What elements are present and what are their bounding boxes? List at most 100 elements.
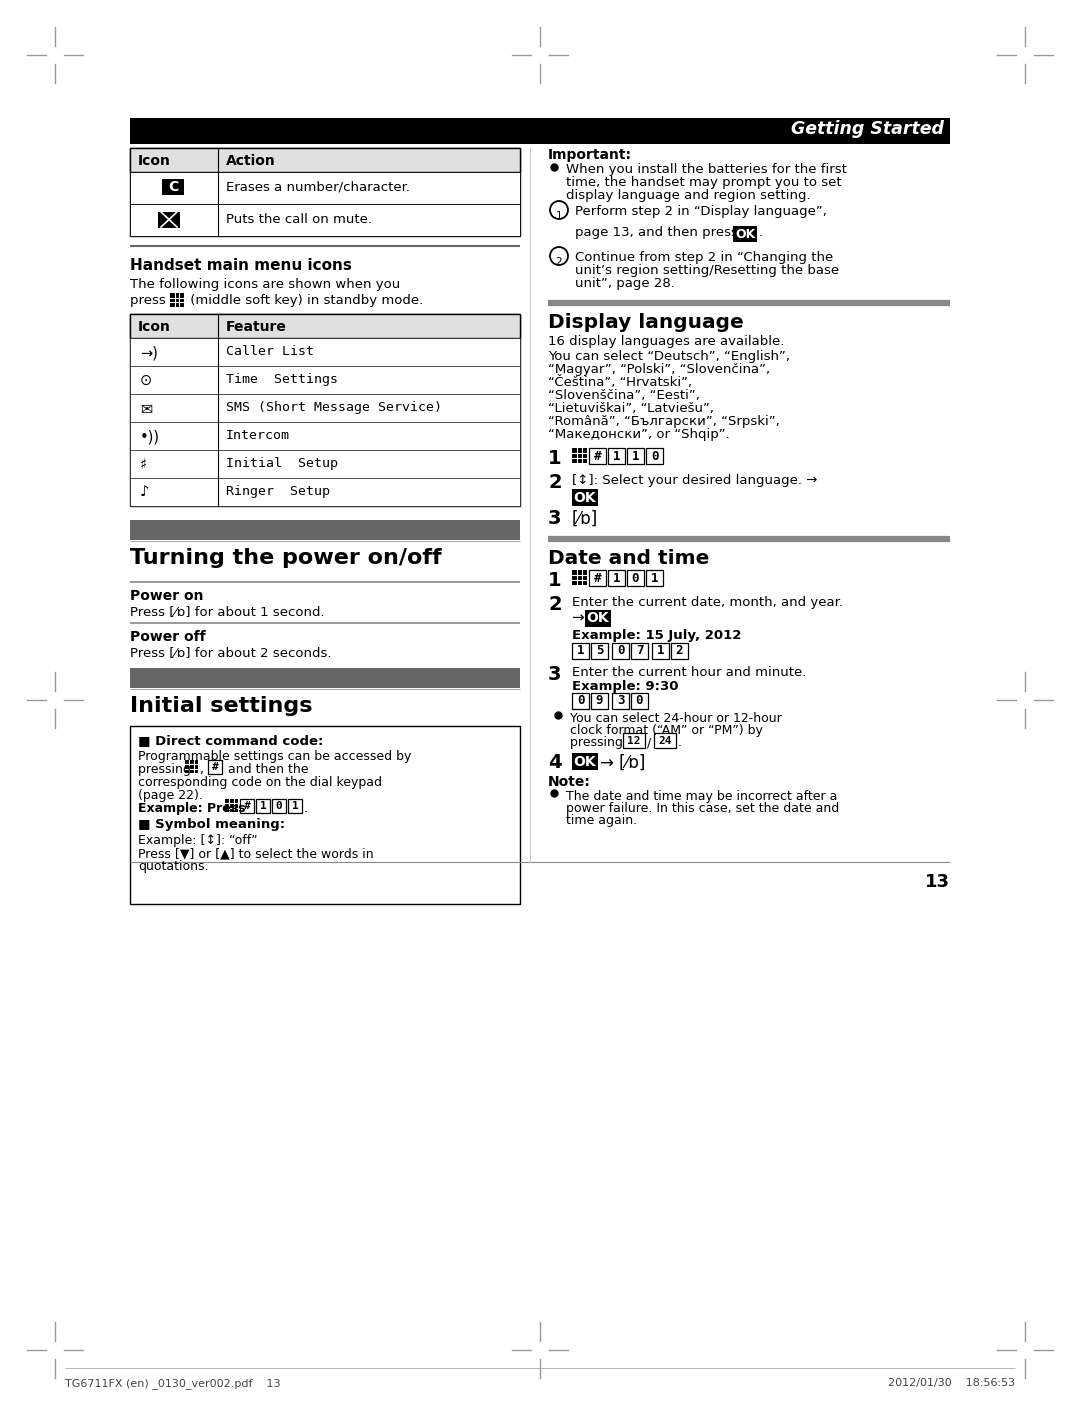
Text: clock format (“AM” or “PM”) by: clock format (“AM” or “PM”) by bbox=[570, 724, 762, 737]
Text: 0: 0 bbox=[275, 802, 282, 812]
Text: You can select “Deutsch”, “English”,: You can select “Deutsch”, “English”, bbox=[548, 350, 789, 364]
Bar bbox=[130, 314, 519, 505]
Text: Erases a number/character.: Erases a number/character. bbox=[226, 181, 410, 194]
Text: /: / bbox=[647, 736, 651, 748]
Text: Example: Press: Example: Press bbox=[138, 802, 249, 814]
Bar bbox=[272, 799, 286, 813]
Text: 2012/01/30    18:56:53: 2012/01/30 18:56:53 bbox=[888, 1377, 1015, 1389]
Text: → [⁄ɒ]: → [⁄ɒ] bbox=[600, 754, 646, 772]
Text: #: # bbox=[594, 449, 602, 462]
Text: 4: 4 bbox=[548, 753, 562, 772]
Text: 1: 1 bbox=[259, 802, 267, 812]
Text: power failure. In this case, set the date and: power failure. In this case, set the dat… bbox=[566, 802, 839, 814]
Text: 2: 2 bbox=[676, 644, 684, 657]
Text: Important:: Important: bbox=[548, 147, 632, 161]
Bar bbox=[671, 643, 688, 658]
Text: Caller List: Caller List bbox=[226, 345, 314, 358]
Bar bbox=[646, 570, 663, 585]
Text: (page 22).: (page 22). bbox=[138, 789, 203, 802]
Bar bbox=[130, 451, 519, 477]
Text: 24: 24 bbox=[658, 736, 672, 746]
Text: C: C bbox=[167, 180, 178, 194]
Text: 1: 1 bbox=[657, 644, 664, 657]
Text: time again.: time again. bbox=[566, 814, 637, 827]
Text: #: # bbox=[244, 802, 251, 812]
Text: 5: 5 bbox=[596, 644, 604, 657]
Text: “Lietuviškai”, “Latviešu”,: “Lietuviškai”, “Latviešu”, bbox=[548, 402, 714, 416]
Bar bbox=[612, 694, 629, 709]
Bar bbox=[572, 570, 588, 585]
Bar bbox=[572, 694, 589, 709]
Bar bbox=[130, 147, 519, 173]
Text: page 13, and then press: page 13, and then press bbox=[575, 226, 742, 239]
Text: time, the handset may prompt you to set: time, the handset may prompt you to set bbox=[566, 176, 841, 190]
Text: 3: 3 bbox=[617, 695, 624, 708]
Text: Display language: Display language bbox=[548, 313, 744, 331]
Text: 3: 3 bbox=[548, 510, 562, 528]
Bar bbox=[162, 178, 184, 195]
Text: [↕]: Select your desired language. →: [↕]: Select your desired language. → bbox=[572, 475, 818, 487]
Text: 2: 2 bbox=[548, 473, 562, 491]
Text: and then the: and then the bbox=[224, 762, 309, 776]
Text: Perform step 2 in “Display language”,: Perform step 2 in “Display language”, bbox=[575, 205, 827, 218]
Bar bbox=[589, 448, 606, 463]
Text: “Română”, “Български”, “Srpski”,: “Română”, “Български”, “Srpski”, bbox=[548, 416, 780, 428]
Text: 13: 13 bbox=[924, 873, 950, 892]
Bar bbox=[130, 366, 519, 395]
Text: unit”, page 28.: unit”, page 28. bbox=[575, 277, 675, 291]
Text: 3: 3 bbox=[548, 665, 562, 684]
Bar bbox=[130, 423, 519, 451]
Text: →: → bbox=[572, 609, 590, 625]
Text: 2: 2 bbox=[556, 257, 563, 267]
Text: Continue from step 2 in “Changing the: Continue from step 2 in “Changing the bbox=[575, 251, 834, 264]
Text: Time  Settings: Time Settings bbox=[226, 373, 338, 386]
Text: .: . bbox=[678, 736, 681, 748]
Text: The following icons are shown when you: The following icons are shown when you bbox=[130, 278, 401, 291]
Text: OK: OK bbox=[573, 754, 596, 768]
Text: corresponding code on the dial keypad: corresponding code on the dial keypad bbox=[138, 776, 382, 789]
Bar bbox=[572, 643, 589, 658]
Bar bbox=[130, 338, 519, 366]
Bar bbox=[733, 226, 757, 241]
Text: Initial  Setup: Initial Setup bbox=[226, 456, 338, 470]
Bar bbox=[627, 570, 644, 585]
Text: 1: 1 bbox=[548, 449, 562, 468]
Bar bbox=[591, 643, 608, 658]
Bar bbox=[572, 489, 598, 505]
Bar bbox=[130, 519, 519, 541]
Text: “Македонски”, or “Shqip”.: “Македонски”, or “Shqip”. bbox=[548, 428, 730, 441]
Bar bbox=[608, 570, 625, 585]
Text: Icon: Icon bbox=[138, 154, 171, 168]
Text: 1: 1 bbox=[612, 449, 620, 462]
Text: pressing: pressing bbox=[138, 762, 194, 776]
Text: ✉: ✉ bbox=[140, 402, 152, 416]
Text: ♪: ♪ bbox=[140, 484, 149, 500]
Bar bbox=[130, 314, 519, 338]
Text: Example: 9:30: Example: 9:30 bbox=[572, 680, 678, 694]
Bar bbox=[130, 173, 519, 204]
Bar bbox=[208, 760, 222, 774]
Text: When you install the batteries for the first: When you install the batteries for the f… bbox=[566, 163, 847, 176]
Bar bbox=[646, 448, 663, 463]
Bar bbox=[591, 694, 608, 709]
Text: “Magyar”, “Polski”, “Slovenčina”,: “Magyar”, “Polski”, “Slovenčina”, bbox=[548, 364, 770, 376]
Bar bbox=[627, 448, 644, 463]
Text: Example: 15 July, 2012: Example: 15 July, 2012 bbox=[572, 629, 741, 642]
Text: ■ Direct command code:: ■ Direct command code: bbox=[138, 734, 323, 747]
Bar bbox=[608, 448, 625, 463]
Bar bbox=[130, 204, 519, 236]
Text: Power on: Power on bbox=[130, 590, 203, 602]
Text: Turning the power on/off: Turning the power on/off bbox=[130, 548, 442, 569]
Bar bbox=[130, 118, 950, 145]
Bar bbox=[652, 643, 669, 658]
Bar bbox=[631, 643, 648, 658]
Text: Date and time: Date and time bbox=[548, 549, 710, 569]
Text: 0: 0 bbox=[636, 695, 644, 708]
Bar bbox=[631, 694, 648, 709]
Text: Enter the current date, month, and year.: Enter the current date, month, and year. bbox=[572, 597, 843, 609]
Bar bbox=[612, 643, 629, 658]
Text: #: # bbox=[594, 571, 602, 584]
Text: OK: OK bbox=[573, 490, 596, 504]
Bar bbox=[572, 753, 598, 769]
Text: ,: , bbox=[200, 762, 208, 776]
